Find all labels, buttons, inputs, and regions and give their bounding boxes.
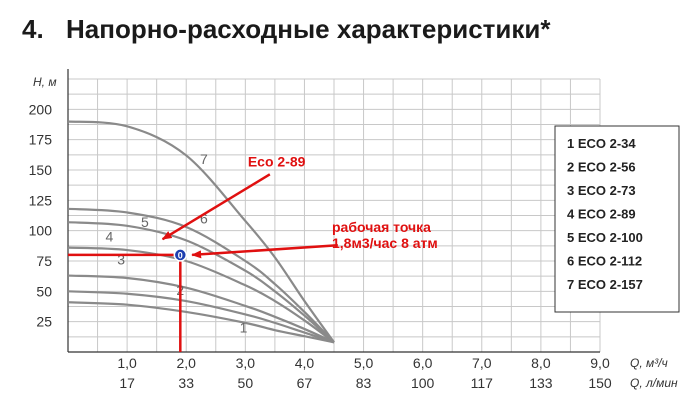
series-curve-3: [67, 274, 335, 344]
x-axis-label-litres: Q, л/мин: [630, 376, 678, 390]
legend-entry: 1 ECO 2-34: [567, 136, 636, 151]
legend-entry: 3 ECO 2-73: [567, 183, 636, 198]
x-tick-label-litres: 133: [529, 375, 553, 391]
series-curve-2: [67, 290, 335, 344]
heading-number: 4.: [22, 14, 44, 44]
curve-number-label: 6: [200, 210, 208, 226]
curve-number-label: 7: [200, 151, 208, 167]
chart-series: [67, 120, 335, 344]
series-curve-4: [67, 246, 335, 344]
x-tick-label-flow: 7,0: [472, 355, 492, 371]
x-tick-label-litres: 67: [297, 375, 313, 391]
legend-entry: 7 ECO 2-157: [567, 277, 643, 292]
series-curve-6: [67, 207, 335, 344]
x-tick-label-litres: 33: [178, 375, 194, 391]
y-tick-label: 200: [29, 101, 53, 117]
y-axis-label: Н, м: [33, 75, 57, 89]
x-tick-label-flow: 5,0: [354, 355, 374, 371]
x-tick-label-flow: 2,0: [176, 355, 196, 371]
curve-number-label: 1: [240, 320, 248, 336]
page-heading: 4. Напорно-расходные характеристики*: [22, 14, 550, 45]
x-tick-label-flow: 3,0: [236, 355, 256, 371]
x-tick-label-litres: 83: [356, 375, 372, 391]
legend-box: [554, 125, 680, 313]
x-tick-label-litres: 17: [119, 375, 135, 391]
curve-number-label: 3: [117, 252, 125, 268]
y-tick-label: 175: [29, 132, 53, 148]
heading-text: Напорно-расходные характеристики*: [66, 14, 551, 44]
chart-grid: [68, 78, 601, 352]
series-curve-5: [67, 221, 335, 344]
y-tick-label: 75: [36, 253, 52, 269]
series-curve-7: [67, 120, 335, 343]
operating-point-marker: [173, 248, 188, 262]
x-tick-label-flow: 8,0: [531, 355, 551, 371]
legend-entry: 4 ECO 2-89: [567, 207, 636, 222]
x-tick-label-litres: 117: [471, 375, 494, 391]
legend-entry: 2 ECO 2-56: [567, 160, 636, 175]
curve-number-label: 5: [141, 214, 149, 230]
y-tick-label: 100: [29, 223, 53, 239]
series-curve-1: [67, 301, 335, 344]
y-tick-label: 25: [36, 314, 52, 330]
x-tick-label-flow: 4,0: [295, 355, 315, 371]
annotation-operating-point-line: рабочая точка: [332, 219, 431, 235]
x-axis-label-flow: Q, м³/ч: [630, 356, 668, 370]
x-tick-label-flow: 9,0: [590, 355, 610, 371]
curve-number-label: 4: [105, 229, 113, 245]
x-tick-label-flow: 6,0: [413, 355, 433, 371]
x-tick-label-litres: 150: [588, 375, 612, 391]
annotation-series-label: Eco 2-89: [248, 153, 306, 169]
annotation-operating-point-line: 1,8м3/час 8 атм: [332, 235, 438, 251]
legend-entry: 5 ECO 2-100: [567, 230, 643, 245]
operating-point-label: 0: [178, 250, 183, 260]
x-tick-label-flow: 1,0: [117, 355, 137, 371]
x-tick-label-litres: 100: [411, 375, 435, 391]
legend-entry: 6 ECO 2-112: [567, 254, 642, 269]
annotation-arrow-operating-point: [191, 243, 338, 259]
x-tick-label-litres: 50: [238, 375, 254, 391]
y-tick-label: 50: [36, 283, 52, 299]
legend: 1 ECO 2-34 2 ECO 2-56 3 ECO 2-73 4 ECO 2-89…: [554, 125, 680, 313]
y-tick-label: 150: [29, 162, 53, 178]
y-tick-label: 125: [29, 192, 53, 208]
annotation-arrow-series: [161, 173, 271, 241]
